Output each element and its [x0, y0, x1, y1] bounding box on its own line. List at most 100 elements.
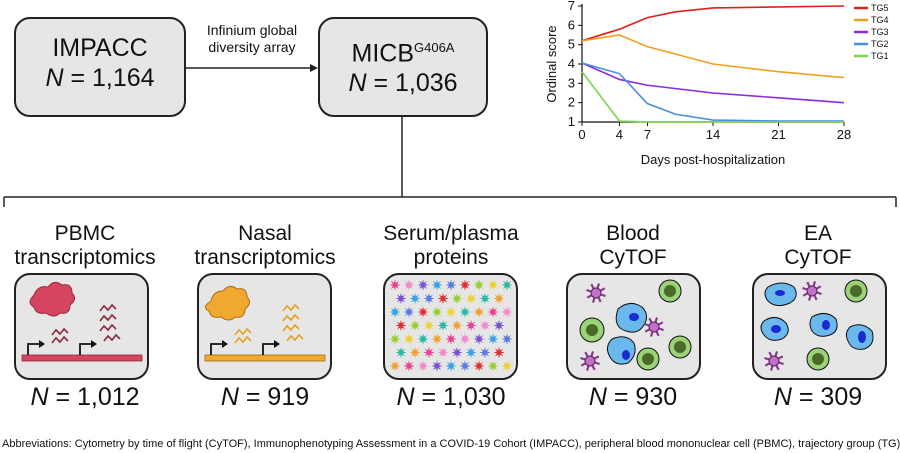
protein-star: [417, 360, 429, 372]
panel-title-nasal: Nasal transcriptomics: [194, 222, 336, 269]
dendritic-cell: [590, 287, 602, 299]
protein-star: [403, 306, 415, 318]
y-tick-label: 4: [568, 56, 575, 71]
legend-label-tg3: TG3: [871, 27, 889, 37]
protein-star: [493, 319, 505, 332]
protein-star: [423, 319, 435, 332]
protein-star: [431, 333, 443, 345]
protein-star: [389, 279, 401, 291]
protein-star: [431, 306, 443, 318]
connector-arrow: [186, 64, 318, 72]
x-tick-label: 4: [616, 127, 623, 142]
x-tick-label: 28: [837, 127, 851, 142]
protein-star: [445, 306, 457, 318]
protein-star: [501, 360, 513, 372]
ea-cells-icon: [760, 279, 874, 371]
x-tick-label: 14: [706, 127, 720, 142]
series-line-tg2: [581, 62, 844, 122]
dendritic-cell: [648, 321, 660, 333]
protein-star: [487, 333, 499, 345]
y-tick-label: 2: [568, 95, 575, 110]
protein-star: [459, 333, 471, 345]
protein-star: [479, 319, 491, 332]
y-tick-label: 7: [568, 0, 575, 13]
protein-star: [451, 292, 463, 305]
y-tick-label: 1: [568, 114, 575, 129]
panel-title-ea: EA CyTOF: [784, 222, 852, 269]
protein-star: [501, 333, 513, 345]
protein-star: [431, 360, 443, 372]
protein-star: [445, 360, 457, 372]
pbmc-transcription-icon: [21, 281, 143, 362]
legend-label-tg4: TG4: [871, 15, 889, 25]
dendritic-cell: [584, 355, 596, 367]
protein-star: [445, 333, 457, 345]
protein-star: [403, 333, 415, 345]
x-tick-label: 7: [644, 127, 651, 142]
protein-star: [417, 333, 429, 345]
impacc-box: IMPACC N = 1,164: [14, 17, 186, 117]
protein-star: [479, 346, 491, 359]
panel-count-blood: N = 930: [588, 383, 678, 411]
micb-box: MICBG406A N = 1,036: [318, 17, 488, 117]
protein-star: [501, 279, 513, 291]
series-line-tg1: [581, 71, 844, 123]
trajectory-chart: 0 4 7 14 21 28 1 2 3 4 5 6 7 Days post-hospitalizatio…: [544, 0, 889, 167]
x-tick-label: 21: [771, 127, 785, 142]
protein-star: [445, 279, 457, 291]
x-tick-label: 0: [578, 127, 585, 142]
dendritic-cell: [806, 285, 818, 297]
protein-star: [487, 360, 499, 372]
legend-label-tg5: TG5: [871, 3, 889, 13]
protein-star: [459, 306, 471, 318]
protein-star: [417, 306, 429, 318]
protein-star: [473, 279, 485, 291]
protein-star: [487, 306, 499, 318]
proteins-icon: [389, 279, 513, 372]
protein-star: [389, 333, 401, 345]
arrow-label: Infinium global diversity array: [206, 22, 298, 55]
protein-star: [409, 346, 421, 359]
protein-star: [473, 333, 485, 345]
protein-star: [431, 279, 443, 291]
protein-star: [493, 292, 505, 305]
protein-star: [417, 279, 429, 291]
micb-count: N = 1,036: [348, 69, 458, 98]
protein-star: [479, 292, 491, 305]
y-tick-label: 6: [568, 17, 575, 32]
legend-label-tg2: TG2: [871, 39, 889, 49]
protein-star: [423, 346, 435, 359]
protein-star: [473, 360, 485, 372]
protein-star: [493, 346, 505, 359]
panel-ea: [752, 273, 887, 380]
protein-star: [451, 319, 463, 332]
blood-cells-icon: [579, 279, 692, 371]
panel-blood: [566, 273, 701, 380]
panel-count-nasal: N = 919: [220, 383, 310, 411]
protein-star: [437, 346, 449, 359]
protein-star: [487, 279, 499, 291]
protein-star: [501, 306, 513, 318]
protein-star: [395, 292, 407, 305]
legend-label-tg1: TG1: [871, 51, 889, 61]
protein-star: [465, 346, 477, 359]
protein-star: [465, 319, 477, 332]
protein-star: [403, 360, 415, 372]
protein-star: [389, 306, 401, 318]
protein-star: [403, 279, 415, 291]
panel-count-proteins: N = 1,030: [396, 383, 506, 411]
protein-star: [437, 292, 449, 305]
x-axis-label: Days post-hospitalization: [641, 152, 786, 167]
protein-star: [423, 292, 435, 305]
y-tick-label: 5: [568, 37, 575, 52]
protein-star: [389, 360, 401, 372]
protein-star: [459, 360, 471, 372]
series-line-tg4: [581, 34, 845, 79]
protein-star: [395, 319, 407, 332]
panel-title-proteins: Serum/plasma proteins: [383, 222, 519, 269]
panel-count-ea: N = 309: [773, 383, 863, 411]
y-tick-label: 3: [568, 75, 575, 90]
abbreviations-footnote: Abbreviations: Cytometry by time of flig…: [2, 438, 900, 450]
dendritic-cell: [768, 355, 780, 367]
y-axis-label: Ordinal score: [544, 25, 559, 102]
